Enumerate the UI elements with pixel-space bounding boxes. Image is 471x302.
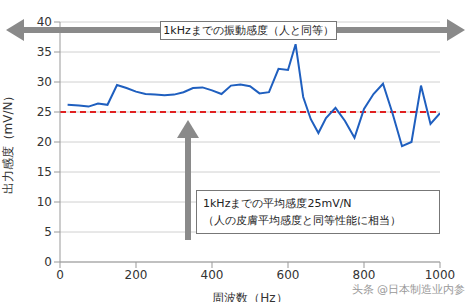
svg-text:周波数（Hz）: 周波数（Hz） bbox=[212, 291, 287, 302]
svg-text:0: 0 bbox=[44, 255, 52, 269]
html-text:1kHzまでの振動感度（人と同等）: 1kHzまでの振動感度（人と同等） bbox=[163, 24, 334, 37]
svg-text:35: 35 bbox=[37, 45, 52, 59]
svg-text:5: 5 bbox=[44, 225, 52, 239]
svg-text:400: 400 bbox=[201, 268, 224, 282]
html-text:头条 @日本制造业内参: 头条 @日本制造业内参 bbox=[351, 283, 465, 296]
svg-text:600: 600 bbox=[277, 268, 300, 282]
svg-text:30: 30 bbox=[37, 75, 52, 89]
html-text:（人の皮膚平均感度と同等性能に相当）: （人の皮膚平均感度と同等性能に相当） bbox=[203, 214, 401, 227]
html-text:1kHzまでの平均感度25mV/N: 1kHzまでの平均感度25mV/N bbox=[203, 197, 352, 210]
svg-text:0: 0 bbox=[56, 268, 64, 282]
svg-text:1000: 1000 bbox=[425, 268, 456, 282]
svg-text:10: 10 bbox=[37, 195, 52, 209]
svg-text:800: 800 bbox=[353, 268, 376, 282]
svg-text:出力感度（mV/N）: 出力感度（mV/N） bbox=[8, 90, 15, 195]
svg-text:200: 200 bbox=[125, 268, 148, 282]
svg-text:15: 15 bbox=[37, 165, 52, 179]
svg-text:40: 40 bbox=[37, 15, 52, 29]
svg-text:25: 25 bbox=[37, 105, 52, 119]
svg-text:20: 20 bbox=[37, 135, 52, 149]
